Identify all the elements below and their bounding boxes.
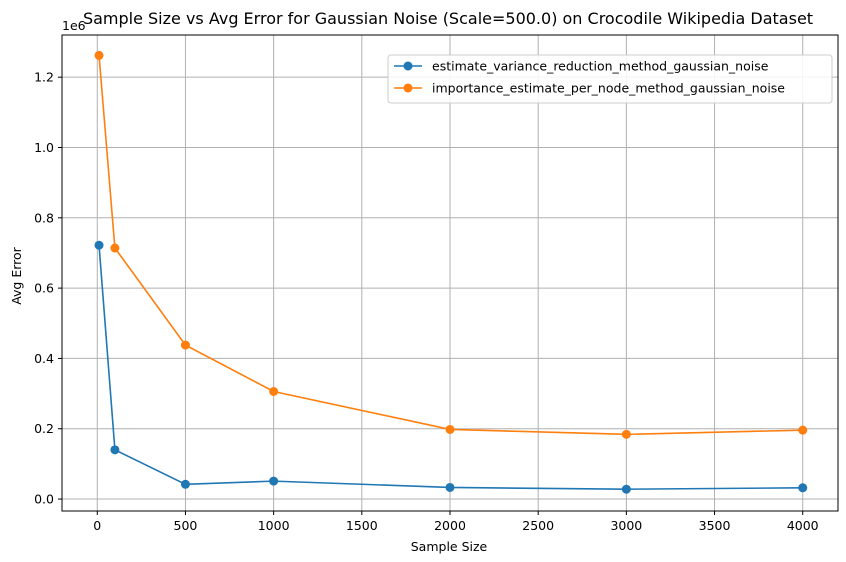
grid [62, 35, 838, 511]
y-tick-label: 0.2 [34, 421, 54, 436]
y-tick-label: 0.4 [34, 351, 54, 366]
data-point [798, 425, 808, 435]
legend-label: importance_estimate_per_node_method_gaus… [432, 81, 785, 96]
chart-title: Sample Size vs Avg Error for Gaussian No… [83, 9, 813, 28]
x-axis-label: Sample Size [411, 539, 488, 554]
x-tick-label: 2000 [434, 518, 466, 533]
data-point [94, 50, 104, 60]
y-tick-label: 1.2 [34, 70, 54, 85]
series-layer [94, 50, 808, 494]
data-point [798, 483, 808, 493]
data-point [269, 476, 279, 486]
x-tick-label: 3000 [610, 518, 642, 533]
data-point [621, 429, 631, 439]
y-offset-label: 1e6 [62, 18, 86, 33]
legend-marker [403, 83, 413, 93]
y-axis-label: Avg Error [9, 246, 24, 304]
data-point [269, 386, 279, 396]
data-point [110, 243, 120, 253]
legend-marker [403, 61, 413, 71]
x-tick-label: 1000 [258, 518, 290, 533]
series-line-1 [98, 245, 803, 491]
legend-label: estimate_variance_reduction_method_gauss… [432, 59, 769, 74]
x-tick-label: 2500 [522, 518, 554, 533]
x-tick-label: 0 [93, 518, 101, 533]
y-tick-label: 0.8 [34, 210, 54, 225]
data-point [621, 484, 631, 494]
data-point [445, 424, 455, 434]
data-point [445, 482, 455, 492]
x-tick-label: 4000 [787, 518, 819, 533]
y-tick-label: 0.6 [34, 281, 54, 296]
series-line-2 [98, 55, 803, 436]
x-tick-label: 500 [174, 518, 198, 533]
legend: estimate_variance_reduction_method_gauss… [387, 54, 833, 104]
tick-layer: 0 500 1000 1500 2000 2500 3000 3500 4000 0.0 0.2 0.… [34, 70, 819, 533]
x-tick-label: 1500 [346, 518, 378, 533]
data-point [94, 240, 104, 250]
y-tick-label: 0.0 [34, 492, 54, 507]
x-tick-label: 3500 [699, 518, 731, 533]
data-point [180, 340, 190, 350]
data-point [110, 445, 120, 455]
legend-box [387, 54, 833, 104]
y-tick-label: 1.0 [34, 140, 54, 155]
data-point [180, 479, 190, 489]
